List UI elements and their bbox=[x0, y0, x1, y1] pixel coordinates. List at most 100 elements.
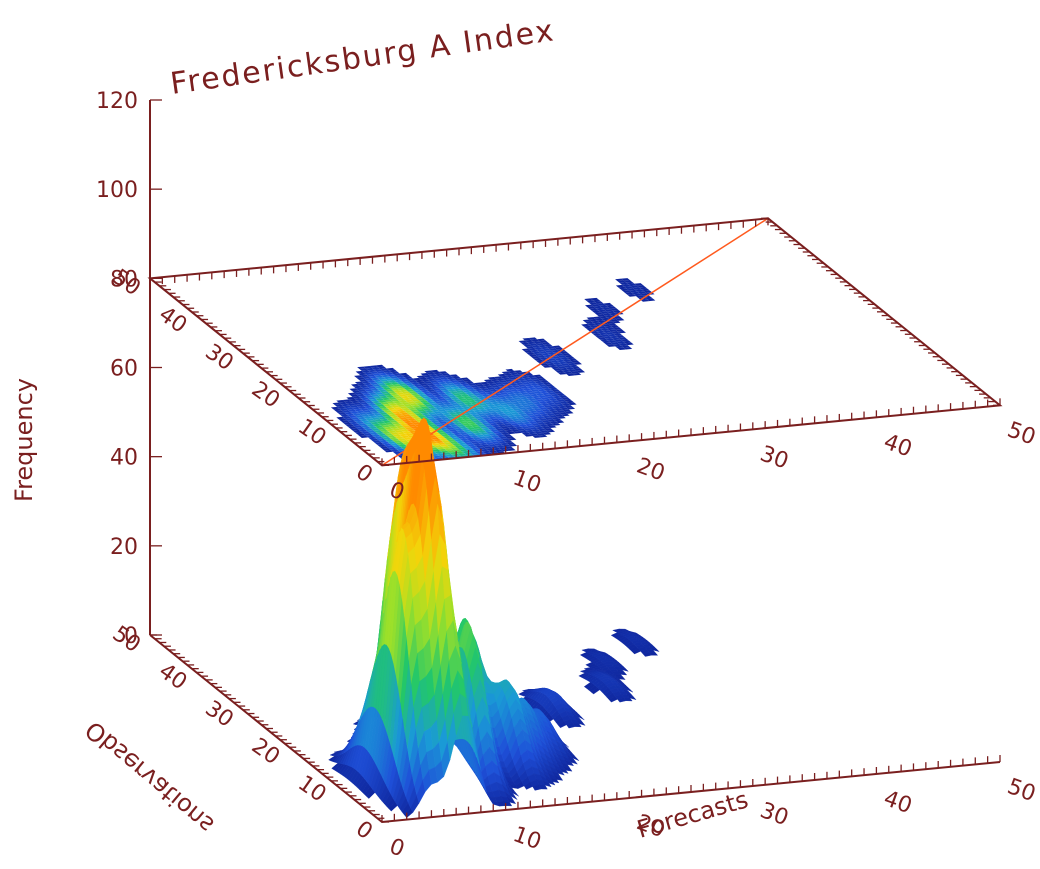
contour-cell bbox=[409, 386, 419, 390]
contour-cell bbox=[539, 357, 548, 360]
contour-cell bbox=[482, 383, 491, 387]
contour-cell bbox=[627, 294, 636, 297]
contour-cell bbox=[514, 386, 523, 390]
contour-cell bbox=[613, 333, 623, 336]
contour-cell bbox=[559, 351, 569, 354]
contour-cell bbox=[469, 384, 479, 388]
y-top-tick-label: 0 bbox=[351, 460, 377, 489]
contour-cell bbox=[344, 401, 354, 404]
contour-cell bbox=[431, 376, 440, 379]
contour-cell bbox=[429, 397, 439, 400]
contour-cell bbox=[473, 399, 483, 402]
contour-cell bbox=[432, 371, 442, 375]
contour-cell bbox=[541, 342, 551, 345]
contour-cell bbox=[374, 385, 383, 389]
contour-cell bbox=[429, 374, 438, 377]
contour-cell bbox=[388, 369, 398, 373]
contour-cell bbox=[386, 401, 396, 404]
contour-cell bbox=[420, 372, 430, 376]
contour-cell bbox=[508, 377, 518, 380]
contour-cell bbox=[516, 388, 525, 392]
contour-cell bbox=[422, 391, 432, 395]
contour-cell bbox=[413, 400, 423, 404]
contour-cell bbox=[382, 387, 392, 390]
contour-cell bbox=[442, 385, 452, 388]
contour-cell bbox=[574, 368, 583, 372]
contour-cell bbox=[617, 280, 626, 284]
contour-cell bbox=[496, 378, 505, 381]
contour-cell bbox=[535, 359, 545, 363]
contour-cell bbox=[502, 377, 511, 381]
contour-cell bbox=[631, 291, 640, 295]
contour-cell bbox=[424, 387, 433, 390]
contour-cell bbox=[570, 371, 579, 374]
contour-cell bbox=[439, 394, 449, 397]
contour-cell bbox=[361, 370, 371, 373]
contour-cell bbox=[497, 384, 506, 387]
contour-cell bbox=[510, 372, 519, 376]
contour-cell bbox=[608, 312, 618, 316]
contour-cell bbox=[424, 404, 433, 407]
contour-cell bbox=[538, 351, 548, 354]
contour-cell bbox=[429, 391, 438, 394]
contour-cell bbox=[639, 286, 648, 290]
contour-cell bbox=[608, 323, 617, 326]
contour-cell bbox=[440, 383, 450, 387]
contour-cell bbox=[519, 380, 528, 383]
contour-cell bbox=[432, 388, 442, 392]
contour-cell bbox=[545, 390, 555, 393]
contour-cell bbox=[568, 369, 577, 372]
contour-cell bbox=[520, 375, 530, 379]
contour-cell bbox=[621, 345, 630, 348]
contour-cell bbox=[531, 345, 541, 348]
contour-cell bbox=[525, 379, 535, 383]
contour-cell bbox=[529, 343, 538, 347]
contour-cell bbox=[393, 390, 402, 393]
contour-cell bbox=[615, 345, 624, 349]
z-tick-label: 40 bbox=[110, 446, 138, 471]
contour-cell bbox=[605, 338, 615, 341]
contour-cell bbox=[477, 396, 487, 400]
contour-cell bbox=[422, 402, 431, 405]
contour-cell bbox=[371, 377, 380, 381]
contour-cell bbox=[411, 399, 420, 402]
contour-cell bbox=[539, 390, 549, 394]
contour-cell bbox=[612, 337, 621, 341]
contour-cell bbox=[371, 384, 381, 387]
contour-cell bbox=[503, 390, 513, 393]
contour-cell bbox=[554, 391, 563, 394]
contour-cell bbox=[337, 412, 347, 415]
contour-cell bbox=[634, 283, 643, 286]
contour-cell bbox=[357, 400, 366, 403]
contour-cell bbox=[616, 341, 626, 344]
contour-cell bbox=[410, 392, 419, 396]
contour-cell bbox=[355, 370, 365, 374]
contour-cell bbox=[517, 378, 526, 381]
contour-cell bbox=[549, 387, 559, 391]
contour-cell bbox=[567, 362, 576, 366]
contour-cell bbox=[507, 387, 517, 391]
contour-cell bbox=[512, 391, 521, 394]
contour-cell bbox=[357, 372, 367, 376]
contour-cell bbox=[412, 377, 422, 381]
x-top-tick-label: 10 bbox=[510, 465, 545, 498]
contour-cell bbox=[385, 405, 394, 409]
contour-cell bbox=[425, 376, 434, 380]
contour-cell bbox=[530, 349, 539, 353]
chart-title: Fredericksburg A Index bbox=[168, 13, 557, 102]
contour-cell bbox=[612, 343, 622, 347]
contour-cell bbox=[438, 381, 447, 385]
contour-cell bbox=[444, 381, 453, 384]
contour-cell bbox=[621, 278, 630, 281]
contour-cell bbox=[398, 377, 407, 380]
contour-cell bbox=[405, 405, 415, 409]
contour-cell bbox=[461, 400, 470, 403]
contour-cell bbox=[526, 352, 535, 355]
contour-cell bbox=[376, 404, 386, 407]
contour-cell bbox=[520, 342, 530, 345]
contour-cell bbox=[397, 387, 406, 391]
contour-cell bbox=[588, 318, 598, 322]
contour-cell bbox=[378, 406, 388, 409]
contour-cell bbox=[423, 381, 433, 384]
contour-cell bbox=[408, 390, 417, 394]
